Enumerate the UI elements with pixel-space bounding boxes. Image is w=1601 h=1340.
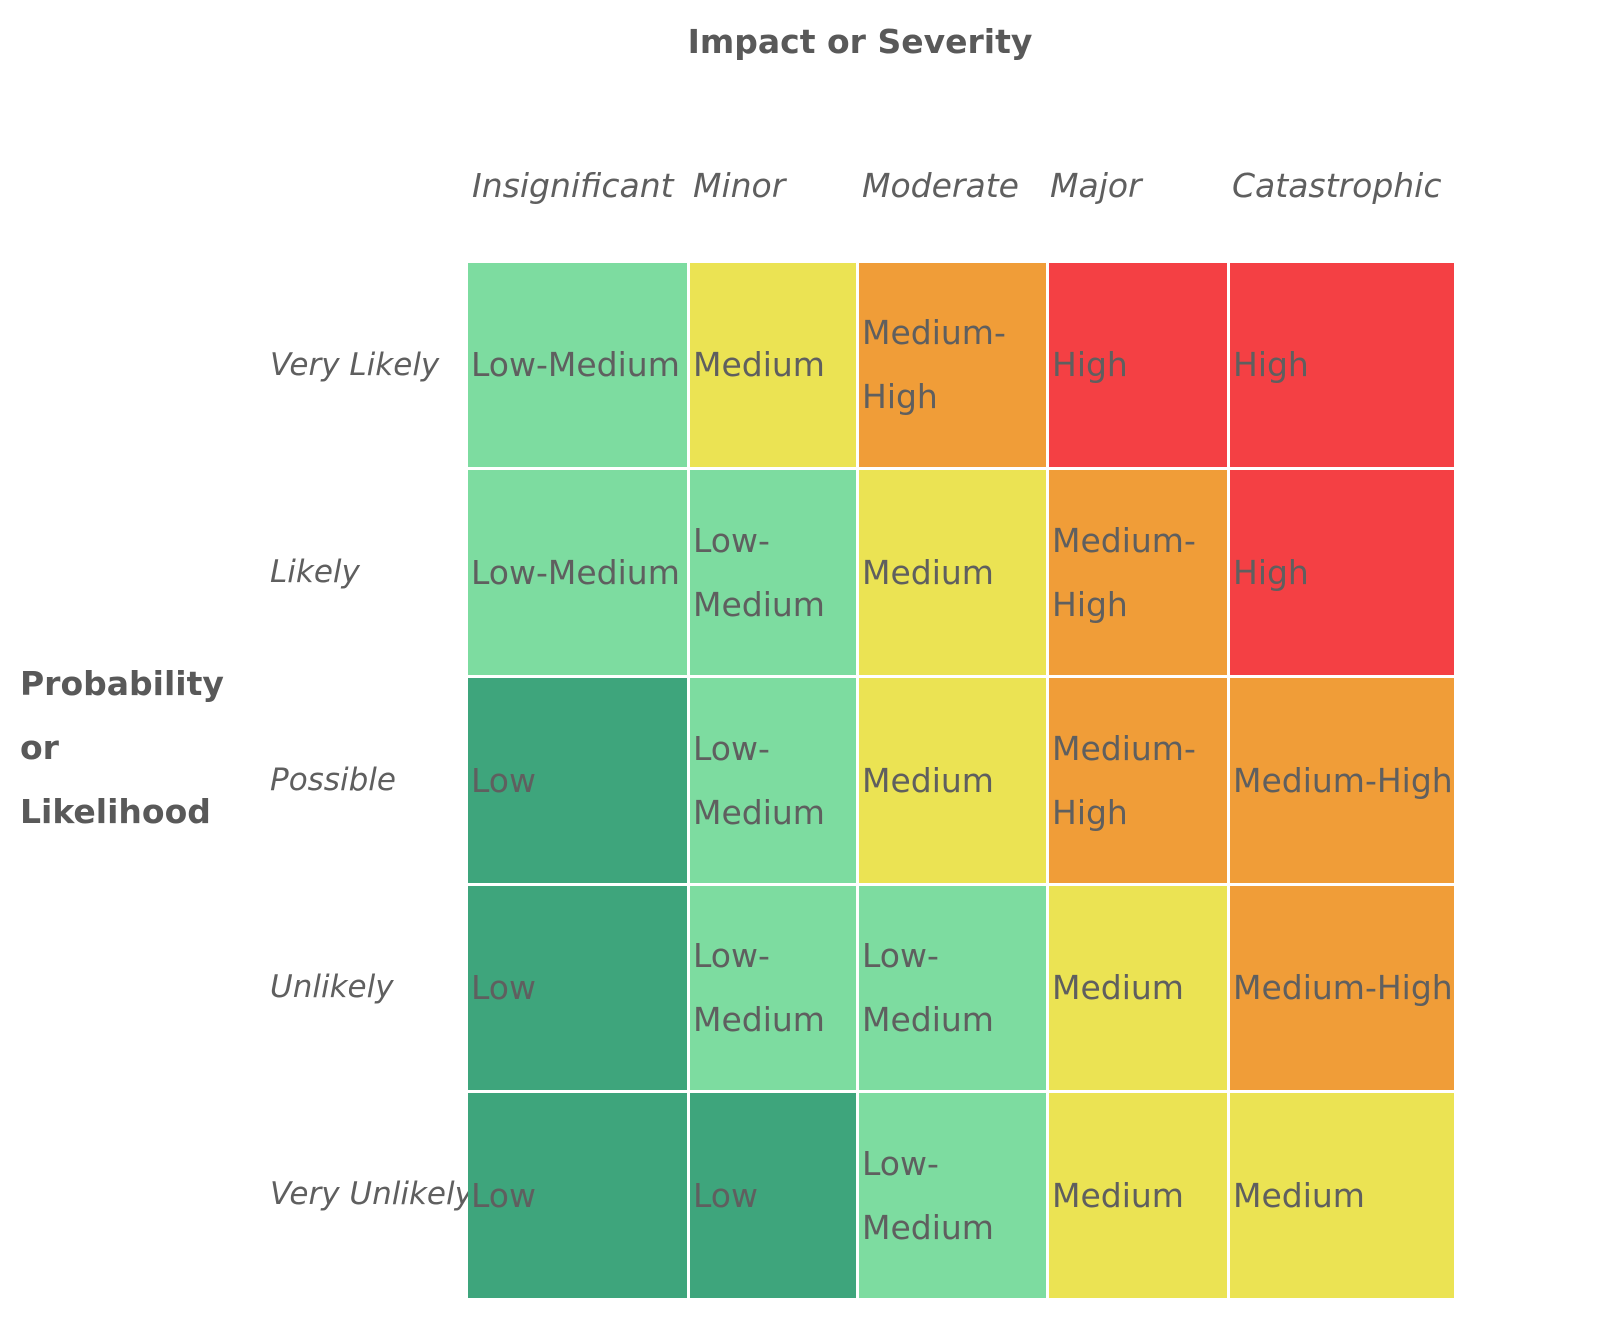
y-axis-title: Probability or Likelihood	[20, 664, 224, 831]
heatmap-cell: Low	[468, 886, 687, 1090]
heatmap-cell: Medium	[859, 678, 1046, 883]
row-label-unlikely: Unlikely	[270, 969, 394, 1005]
heatmap-cell: Medium	[1230, 1093, 1454, 1298]
col-label-minor: Minor	[693, 166, 786, 205]
col-label-major: Major	[1050, 166, 1142, 205]
heatmap-cell-label: Medium-High	[1233, 968, 1453, 1007]
heatmap-cell-label: Medium-High	[1052, 728, 1196, 832]
col-label-insignificant: Insignificant	[472, 166, 674, 205]
heatmap-cell-label: Low	[471, 760, 536, 800]
heatmap-cell: Medium-High	[1230, 886, 1454, 1090]
heatmap-cell-label: High	[1233, 552, 1309, 592]
heatmap-cell-label: High	[1052, 345, 1128, 384]
heatmap-cell: Medium	[1049, 1093, 1227, 1298]
heatmap-cell: High	[1230, 470, 1454, 675]
heatmap-cell-label: Low-Medium	[693, 936, 825, 1039]
row-label-very-likely: Very Likely	[270, 347, 440, 383]
heatmap-cell: Medium-High	[1049, 678, 1227, 883]
heatmap-cell: High	[1230, 263, 1454, 467]
heatmap-cell: Low	[468, 678, 687, 883]
heatmap-cell-label: Low-Medium	[693, 520, 825, 624]
heatmap-cell-label: Low-Medium	[862, 1143, 994, 1247]
heatmap-cell-label: Low-Medium	[693, 728, 825, 832]
row-label-likely: Likely	[270, 554, 360, 590]
heatmap-cell-label: Low-Medium	[862, 936, 994, 1039]
heatmap-cell: Medium-High	[1230, 678, 1454, 883]
heatmap-cell-label: High	[1233, 345, 1309, 384]
col-label-moderate: Moderate	[862, 166, 1019, 205]
heatmap-cell: Low-Medium	[690, 886, 856, 1090]
heatmap-cell-label: Medium	[862, 760, 994, 800]
heatmap-cell: Low-Medium	[859, 886, 1046, 1090]
heatmap-cell: Medium	[1049, 886, 1227, 1090]
chart-title: Impact or Severity	[687, 22, 1033, 61]
heatmap-cell: Low-Medium	[859, 1093, 1046, 1298]
heatmap-cell-label: Medium	[1052, 968, 1184, 1007]
heatmap-cell: Low-Medium	[690, 470, 856, 675]
heatmap-cell-label: Medium-High	[1052, 520, 1196, 624]
heatmap-cell-label: Medium-High	[862, 313, 1006, 416]
row-label-possible: Possible	[270, 762, 396, 798]
heatmap-cell-label: Low-Medium	[471, 345, 680, 384]
heatmap-cell: Low-Medium	[690, 678, 856, 883]
heatmap-cell-label: Low-Medium	[471, 552, 680, 592]
heatmap-cell: Medium-High	[1049, 470, 1227, 675]
heatmap-cell: Low	[468, 1093, 687, 1298]
heatmap-cell-label: Medium	[693, 345, 825, 384]
heatmap-cell: Medium-High	[859, 263, 1046, 467]
heatmap-cell: Low-Medium	[468, 470, 687, 675]
heatmap-cell-label: Medium	[862, 552, 994, 592]
heatmap-cell: Medium	[859, 470, 1046, 675]
heatmap-cell: Medium	[690, 263, 856, 467]
heatmap-cell-label: Medium	[1233, 1175, 1365, 1215]
heatmap-cell: Low	[690, 1093, 856, 1298]
heatmap-cell-label: Low	[471, 968, 536, 1007]
heatmap-cell-label: Medium	[1052, 1175, 1184, 1215]
row-label-very-unlikely: Very Unlikely	[270, 1176, 473, 1212]
heatmap-cell-label: Low	[693, 1175, 758, 1215]
heatmap-cell: Low-Medium	[468, 263, 687, 467]
heatmap-cell: High	[1049, 263, 1227, 467]
heatmap-cell-label: Medium-High	[1233, 760, 1453, 800]
col-label-catastrophic: Catastrophic	[1232, 166, 1442, 205]
heatmap-cell-label: Low	[471, 1175, 536, 1215]
